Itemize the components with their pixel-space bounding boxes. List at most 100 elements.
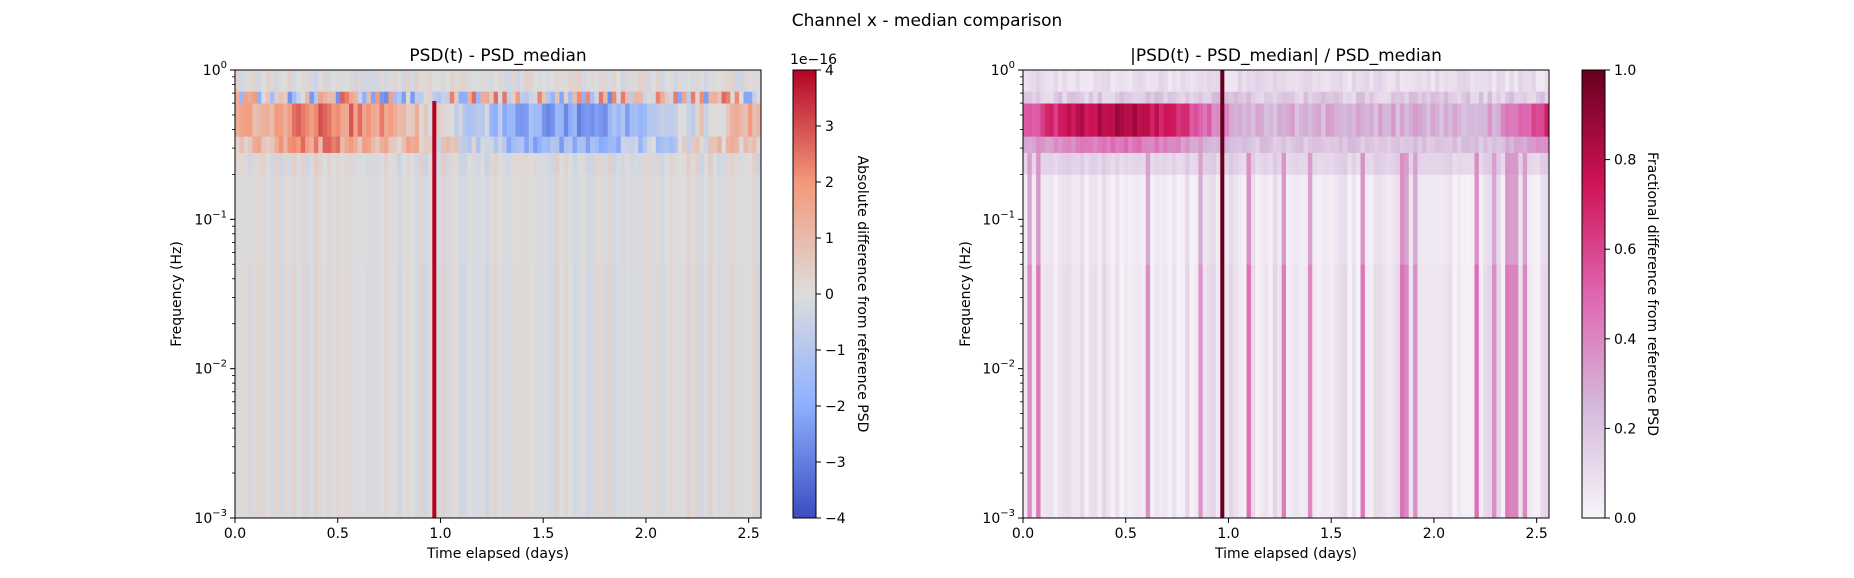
heatmap-cell [607,174,613,265]
heatmap-cell [739,70,745,92]
heatmap-cell [1321,264,1327,518]
heatmap-cell [1509,152,1515,175]
heatmap-cell [1202,174,1208,265]
heatmap-cell [1093,91,1099,104]
heatmap-cell [274,103,280,137]
heatmap-cell [1356,152,1362,175]
heatmap-cell [712,103,718,137]
heatmap-cell [594,70,600,92]
heatmap-cell [1378,136,1384,153]
heatmap-cell [1325,136,1331,153]
heatmap-cell [410,91,416,104]
heatmap-cell [1430,136,1436,153]
heatmap-cell [1180,264,1186,518]
heatmap-cell [1224,70,1230,92]
heatmap-cell [366,152,372,175]
heatmap-cell [559,103,565,137]
heatmap-cell [1093,136,1099,153]
heatmap-cell [414,152,420,175]
heatmap-cell [1036,103,1042,137]
heatmap-cell [1040,103,1046,137]
heatmap-cell [607,70,613,92]
heatmap-cell [370,91,376,104]
heatmap-cell [1259,103,1265,137]
heatmap-cell [550,136,556,153]
heatmap-cell [625,152,631,175]
heatmap-cell [1053,91,1059,104]
heatmap-cell [322,136,328,153]
heatmap-cell [1456,136,1462,153]
heatmap-cell [248,91,254,104]
heatmap-cell [239,264,245,518]
heatmap-cell [305,103,311,137]
heatmap-cell [1391,174,1397,265]
heatmap-cell [616,91,622,104]
heatmap-cell [638,91,644,104]
heatmap-cell [1268,152,1274,175]
heatmap-cell [401,136,407,153]
heatmap-cell [1233,136,1239,153]
heatmap-cell [563,91,569,104]
heatmap-cell [581,174,587,265]
heatmap-cell [309,103,315,137]
heatmap-cell [1531,91,1537,104]
heatmap-cell [454,136,460,153]
heatmap-cell [340,91,346,104]
heatmap-cell [1176,152,1182,175]
x-tick-label: 2.5 [738,526,760,542]
heatmap-cell [611,103,617,137]
heatmap-cell [721,136,727,153]
heatmap-cell [1470,174,1476,265]
heatmap-cell [410,70,416,92]
heatmap-cell [1347,136,1353,153]
heatmap-cell [541,136,547,153]
heatmap-cell [1417,152,1423,175]
heatmap-cell [392,103,398,137]
heatmap-cell [1356,136,1362,153]
heatmap-cell [1500,103,1506,137]
heatmap-cell [1079,152,1085,175]
heatmap-cell [550,264,556,518]
heatmap-cell [533,152,539,175]
heatmap-cell [1145,91,1151,104]
heatmap-cell [1531,136,1537,153]
heatmap-cell [318,264,324,518]
heatmap-cell [1509,264,1515,518]
heatmap-cell [559,264,565,518]
heatmap-cell [348,136,354,153]
heatmap-cell [1465,136,1471,153]
heatmap-cell [1430,103,1436,137]
x-axis-2-ticks: 0.0 0.5 1.0 1.5 2.0 2.5 [1012,518,1548,542]
heatmap-cell [449,152,455,175]
heatmap-cell [528,103,534,137]
heatmap-cell [1106,152,1112,175]
colorbar-2-ticks: 1.00.80.60.40.20.0 [1605,63,1636,527]
heatmap-cell [629,152,635,175]
heatmap-cell [467,136,473,153]
heatmap-cell [256,70,262,92]
heatmap-cell [1492,152,1497,175]
heatmap-cell [603,70,609,92]
heatmap-cell [1158,174,1164,265]
heatmap-cell [331,70,337,92]
heatmap-cell [449,136,455,153]
heatmap-cell [1470,91,1476,104]
heatmap-cell [441,70,446,92]
heatmap-cell [1255,136,1261,153]
heatmap-cell [265,136,271,153]
heatmap-cell [379,91,385,104]
heatmap-cell [441,152,446,175]
heatmap-cell [1250,91,1256,104]
heatmap-cell [1215,136,1221,153]
heatmap-cell [270,136,276,153]
heatmap-cell [1075,174,1081,265]
heatmap-cell [1435,70,1441,92]
heatmap-cell [1062,70,1068,92]
x-tick-label: 0.5 [327,526,349,542]
heatmap-cell [300,103,306,137]
heatmap-cell [1347,91,1353,104]
heatmap-cell [752,103,758,137]
heatmap-cell [274,136,280,153]
heatmap-cell [1281,174,1287,265]
heatmap-cell [1483,103,1489,137]
